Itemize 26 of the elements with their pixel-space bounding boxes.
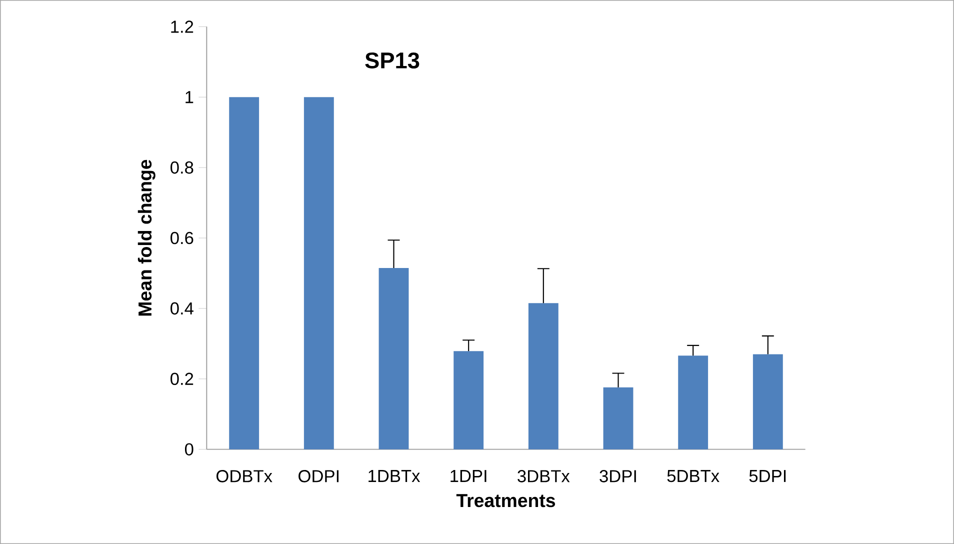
y-tick-label: 0.2 bbox=[170, 372, 194, 386]
x-tick-label: 3DBTx bbox=[518, 470, 570, 482]
x-axis-title: Treatments bbox=[456, 494, 556, 508]
bar bbox=[454, 351, 484, 450]
x-tick-label: 5DPI bbox=[749, 470, 786, 482]
x-tick-label: ODPI bbox=[298, 470, 339, 482]
bar bbox=[752, 354, 783, 450]
y-tick-label: 0.6 bbox=[170, 232, 194, 244]
bar bbox=[304, 97, 334, 450]
y-tick-label: 0 bbox=[184, 443, 194, 456]
x-tick-label: ODBTx bbox=[216, 470, 272, 482]
bar bbox=[378, 268, 409, 450]
y-axis-title: Mean fold change bbox=[138, 160, 156, 316]
y-tick-label: 1.2 bbox=[171, 20, 194, 33]
x-tick-label: 1DPI bbox=[450, 470, 486, 482]
y-tick-label: 0.8 bbox=[170, 161, 194, 174]
y-tick-label: 1 bbox=[186, 91, 194, 104]
x-tick-label: 5DBTx bbox=[667, 470, 720, 482]
bar bbox=[603, 387, 634, 450]
bar bbox=[528, 303, 558, 450]
bar bbox=[229, 97, 260, 450]
x-tick-label: 1DBTx bbox=[368, 470, 420, 482]
y-tick-label: 0.4 bbox=[170, 302, 194, 315]
bar bbox=[678, 356, 708, 450]
x-tick-label: 3DPI bbox=[600, 470, 636, 482]
text: SP13 bbox=[365, 52, 420, 69]
